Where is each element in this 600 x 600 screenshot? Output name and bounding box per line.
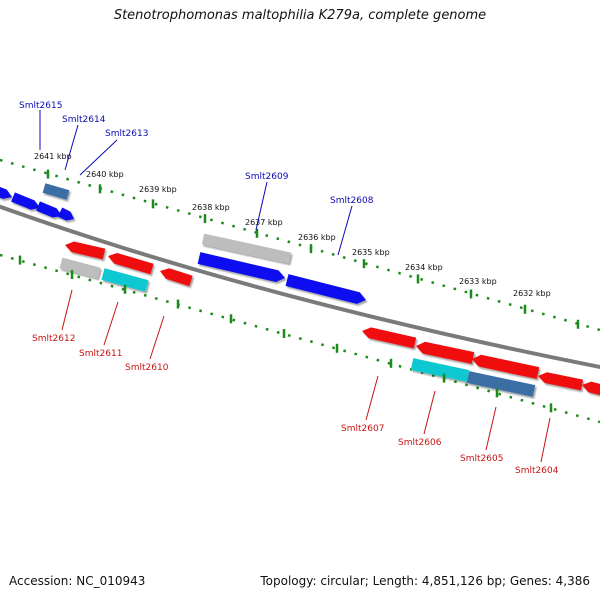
gene-arrow <box>466 371 536 397</box>
forward-gene-label: Smlt2615 <box>19 101 62 111</box>
gene-arrow <box>11 192 40 210</box>
scale-tick-label: 2637 kbp <box>245 218 283 227</box>
reverse-gene-label: Smlt2606 <box>398 438 442 448</box>
scale-tick-label: 2632 kbp <box>513 289 551 298</box>
forward-strand-track <box>0 158 600 332</box>
gene-arrow <box>108 252 154 275</box>
gene-arrow <box>59 257 101 279</box>
gene-arrow <box>197 252 285 283</box>
gene-arrow <box>42 183 70 200</box>
forward-gene-label: Smlt2609 <box>245 172 289 182</box>
scale-tick-label: 2634 kbp <box>405 263 443 272</box>
gene-arrow <box>201 233 292 264</box>
scale-tick-label: 2636 kbp <box>298 233 336 242</box>
label-leader-line <box>485 406 497 451</box>
gene-arrow <box>101 268 149 292</box>
reverse-gene-label: Smlt2604 <box>515 466 559 476</box>
backbone-arc <box>0 204 600 370</box>
gene-arrow <box>538 372 584 391</box>
gene-arrow <box>416 341 475 364</box>
gene-arrow <box>362 327 417 349</box>
genes-layer <box>0 183 600 397</box>
label-leader-line <box>149 315 165 360</box>
scale-tick-label: 2639 kbp <box>139 185 177 194</box>
reverse-gene-label: Smlt2610 <box>125 363 169 373</box>
gene-arrow <box>285 274 366 304</box>
gene-arrow <box>410 358 470 382</box>
forward-gene-label: Smlt2608 <box>330 196 374 206</box>
reverse-gene-label: Smlt2612 <box>32 334 75 344</box>
reverse-gene-label: Smlt2607 <box>341 424 384 434</box>
scale-tick-label: 2635 kbp <box>352 248 390 257</box>
gene-arrow <box>36 201 62 218</box>
label-leader-line <box>79 139 118 176</box>
label-leader-line <box>337 205 353 256</box>
map-title: Stenotrophomonas maltophilia K279a, comp… <box>113 8 487 23</box>
label-leader-line <box>64 124 79 171</box>
scale-tick-label: 2640 kbp <box>86 170 124 179</box>
gene-arrow <box>57 207 74 221</box>
accession-text: Accession: NC_010943 <box>9 574 146 588</box>
scale-tick-label: 2638 kbp <box>192 203 230 212</box>
gene-arrow <box>65 241 106 260</box>
label-leader-line <box>255 181 268 231</box>
reverse-gene-label: Smlt2605 <box>460 454 503 464</box>
scale-ticks-layer: 2641 kbp 2640 kbp 2639 kbp 2638 kbp 2637 kbp… <box>18 152 580 413</box>
scale-tick-label: 2633 kbp <box>459 277 497 286</box>
scale-tick-label: 2641 kbp <box>34 152 72 161</box>
forward-gene-label: Smlt2613 <box>105 129 148 139</box>
gene-arrow <box>582 381 600 396</box>
label-leader-line <box>423 390 436 435</box>
gene-arrow <box>160 268 193 287</box>
gene-arrow <box>472 354 540 379</box>
gene-arrow <box>0 186 12 199</box>
label-leader-line <box>540 417 551 463</box>
label-leader-line <box>103 301 119 346</box>
reverse-gene-label: Smlt2611 <box>79 349 122 359</box>
reverse-strand-track <box>0 253 600 424</box>
genome-summary-text: Topology: circular; Length: 4,851,126 bp… <box>260 574 590 588</box>
forward-gene-label: Smlt2614 <box>62 115 106 125</box>
label-leader-line <box>61 289 73 331</box>
label-leader-line <box>365 375 379 421</box>
